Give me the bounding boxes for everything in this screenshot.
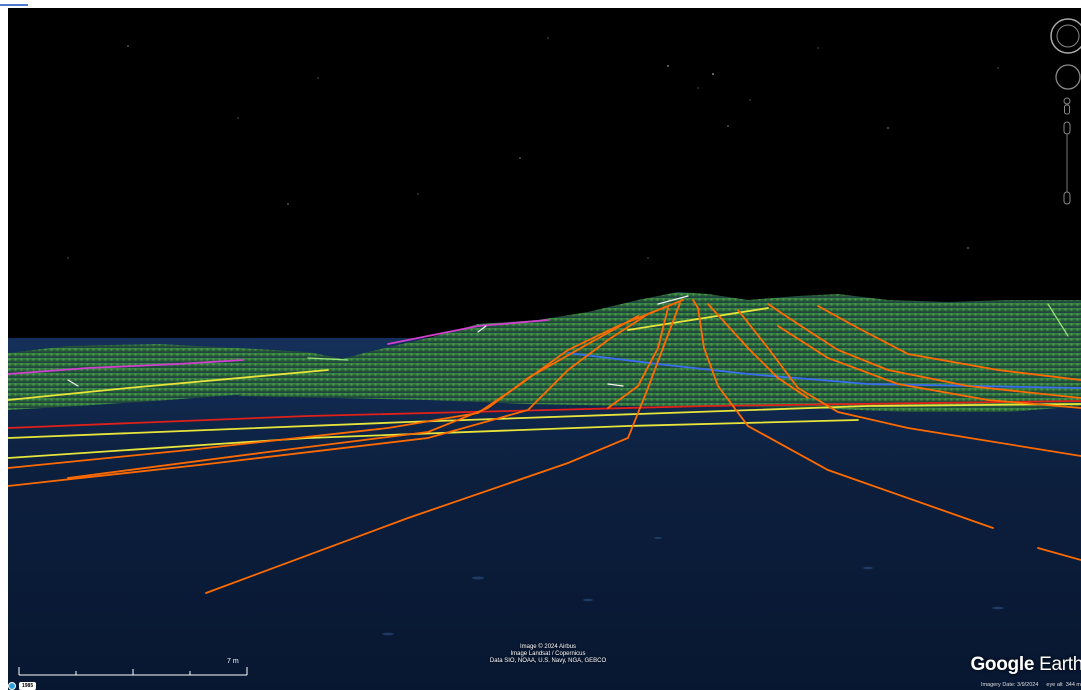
scale-label: 7 m — [227, 658, 239, 665]
globe-scene[interactable] — [8, 8, 1081, 690]
attribution-line-1: Image © 2024 Airbus — [519, 644, 577, 650]
zoom-slider[interactable] — [1060, 120, 1074, 211]
logo-brand: Google — [970, 654, 1035, 675]
look-joystick[interactable] — [1048, 16, 1081, 61]
scale-bar — [18, 667, 248, 676]
attribution-line-2: Image Landsat / Copernicus — [510, 651, 586, 657]
gps-tracks — [8, 295, 1081, 594]
historical-imagery-control[interactable]: 1985 — [8, 681, 37, 690]
night-sky — [8, 8, 1081, 338]
top-edge-tab — [0, 0, 28, 6]
status-bar: Imagery Date: 3/9/2024 eye alt 344 m — [981, 682, 1081, 688]
eye-alt-value: 344 m — [1065, 682, 1081, 688]
street-view-pegman-icon[interactable] — [1060, 96, 1074, 123]
volcano-terrain — [238, 292, 1081, 412]
move-joystick[interactable] — [1053, 62, 1081, 97]
stars — [67, 37, 999, 259]
attribution-line-3: Data SIO, NOAA, U.S. Navy, NGA, GEBCO — [489, 658, 607, 664]
imagery-attribution: Image © 2024 Airbus Image Landsat / Cope… — [448, 644, 648, 665]
logo-product: Earth — [1039, 654, 1081, 675]
left-terrain — [8, 344, 348, 410]
google-earth-logo: Google Earth — [970, 654, 1081, 676]
ocean-glints — [382, 537, 1004, 636]
imagery-date: Imagery Date: 3/9/2024 — [980, 682, 1039, 688]
eye-alt-label: eye alt 344 m — [1046, 682, 1081, 688]
earth-3d-viewport[interactable]: Image © 2024 Airbus Image Landsat / Cope… — [8, 8, 1081, 690]
historical-year-badge[interactable]: 1985 — [19, 682, 37, 690]
globe-icon — [8, 682, 16, 690]
